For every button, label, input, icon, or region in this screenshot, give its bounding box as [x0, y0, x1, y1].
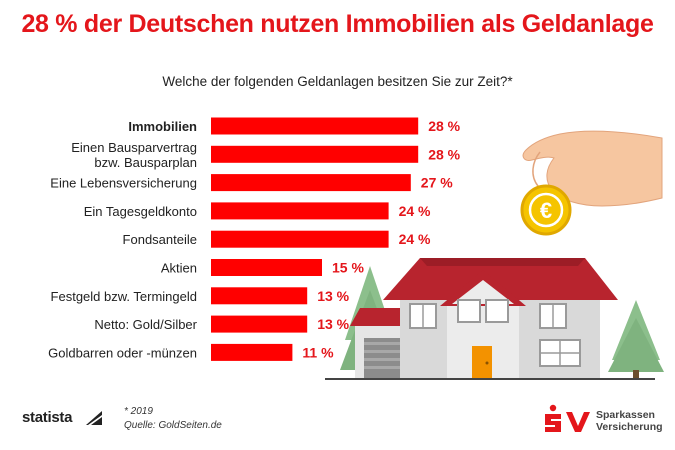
- value-label: 28 %: [428, 146, 460, 162]
- euro-coin-icon: €: [520, 184, 572, 236]
- house-door: [472, 346, 492, 378]
- bar: [211, 343, 293, 361]
- category-label: Ein Tagesgeldkonto: [84, 204, 197, 219]
- chart-title: 28 % der Deutschen nutzen Immobilien als…: [21, 10, 654, 38]
- category-label: Eine Lebensversicherung: [50, 176, 197, 191]
- footnote: * 2019 Quelle: GoldSeiten.de: [124, 405, 222, 433]
- svg-text:€: €: [540, 198, 552, 223]
- category-label: Goldbarren oder -münzen: [48, 345, 197, 360]
- bar: [211, 145, 419, 163]
- footnote-year: * 2019: [124, 406, 153, 417]
- category-label: Immobilien: [128, 119, 197, 134]
- value-label: 27 %: [421, 175, 453, 191]
- tree-right-icon: [608, 300, 664, 378]
- value-label: 24 %: [399, 203, 431, 219]
- bar: [211, 230, 389, 248]
- category-label: Netto: Gold/Silber: [94, 317, 197, 332]
- house-illustration: €: [325, 130, 664, 380]
- chart-subtitle: Welche der folgenden Geldanlagen besitze…: [162, 74, 513, 89]
- value-label: 24 %: [399, 231, 431, 247]
- category-label: Einen Bausparvertrag: [71, 140, 197, 155]
- category-label: Aktien: [161, 261, 197, 276]
- source-note: Quelle: GoldSeiten.de: [124, 420, 222, 431]
- statista-logo: statista: [22, 409, 73, 426]
- value-label: 13 %: [317, 288, 349, 304]
- value-label: 15 %: [332, 260, 364, 276]
- bar: [211, 287, 308, 305]
- brand-line-2: Versicherung: [596, 421, 663, 433]
- bar: [211, 315, 308, 333]
- sparkassen-logo-icon: [545, 404, 590, 432]
- bar: [211, 202, 389, 220]
- statista-mark-icon: [86, 411, 102, 425]
- ground-line: [325, 378, 655, 380]
- brand-line-1: Sparkassen: [596, 409, 655, 421]
- brand-name: Sparkassen Versicherung: [596, 409, 663, 433]
- bar: [211, 259, 322, 276]
- category-label: bzw. Bausparplan: [94, 155, 197, 170]
- value-label: 28 %: [428, 118, 460, 134]
- value-label: 11 %: [302, 344, 334, 360]
- house-roof: [383, 258, 618, 300]
- value-label: 13 %: [317, 316, 349, 332]
- category-label: Festgeld bzw. Termingeld: [51, 289, 197, 304]
- hand-icon: [522, 130, 663, 207]
- bar: [211, 174, 411, 192]
- bar: [211, 117, 419, 135]
- category-label: Fondsanteile: [123, 232, 197, 247]
